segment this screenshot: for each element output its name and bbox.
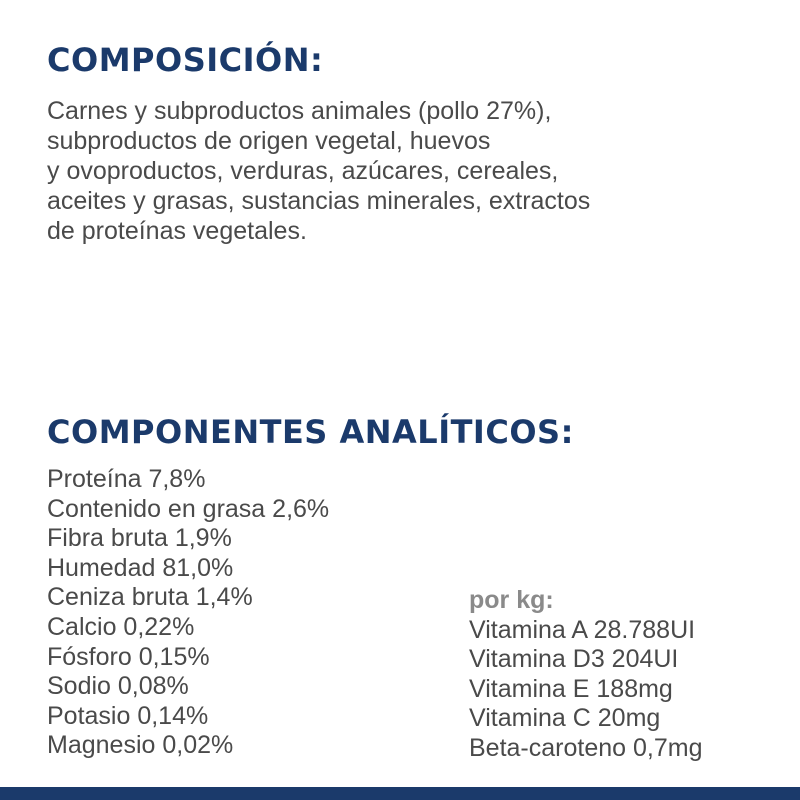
vitamins-block: por kg: Vitamina A 28.788UI Vitamina D3 …: [469, 586, 702, 764]
composition-line: y ovoproductos, verduras, azúcares, cere…: [47, 157, 559, 185]
analytical-item-fosforo: Fósforo 0,15%: [47, 642, 210, 671]
composition-text: Carnes y subproductos animales (pollo 27…: [47, 96, 767, 246]
analytical-item-potasio: Potasio 0,14%: [47, 701, 209, 730]
per-kg-label: por kg:: [469, 586, 554, 614]
bottom-accent-bar: [0, 787, 800, 800]
composition-line: Carnes y subproductos animales (pollo 27…: [47, 97, 552, 125]
vitamin-item-d3: Vitamina D3 204UI: [469, 645, 679, 674]
vitamin-item-c: Vitamina C 20mg: [469, 704, 661, 733]
composition-line: subproductos de origen vegetal, huevos: [47, 127, 491, 155]
analytical-item-ceniza: Ceniza bruta 1,4%: [47, 583, 253, 612]
vitamin-item-beta-caroteno: Beta-caroteno 0,7mg: [469, 733, 703, 762]
analytical-item-proteina: Proteína 7,8%: [47, 465, 206, 493]
vitamin-item-a: Vitamina A 28.788UI: [469, 615, 696, 644]
analytical-item-sodio: Sodio 0,08%: [47, 672, 189, 701]
analytical-item-grasa: Contenido en grasa 2,6%: [47, 494, 330, 523]
analytical-item-calcio: Calcio 0,22%: [47, 612, 195, 641]
analytical-item-humedad: Humedad 81,0%: [47, 553, 234, 582]
vitamins-list: Vitamina A 28.788UI Vitamina D3 204UI Vi…: [469, 616, 702, 764]
composition-heading: COMPOSICIÓN:: [47, 41, 324, 79]
analytical-components-list: Proteína 7,8% Contenido en grasa 2,6% Fi…: [47, 465, 329, 761]
vitamin-item-e: Vitamina E 188mg: [469, 674, 673, 703]
composition-line: de proteínas vegetales.: [47, 217, 307, 245]
analytical-components-heading: COMPONENTES ANALÍTICOS:: [47, 413, 574, 451]
composition-line: aceites y grasas, sustancias minerales, …: [47, 187, 591, 215]
analytical-item-magnesio: Magnesio 0,02%: [47, 731, 234, 760]
analytical-item-fibra: Fibra bruta 1,9%: [47, 524, 232, 553]
